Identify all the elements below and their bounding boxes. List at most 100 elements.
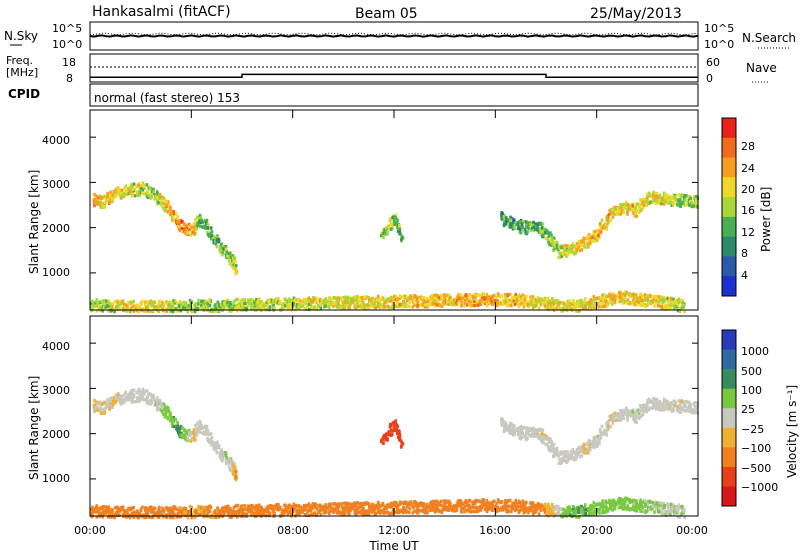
power-cell: [179, 309, 183, 313]
velocity-cell: [101, 515, 104, 519]
power-cell: [111, 193, 115, 197]
velocity-cell: [652, 396, 655, 401]
velocity-cell: [208, 515, 212, 519]
velocity-cell: [377, 507, 380, 511]
velocity-cell: [332, 510, 335, 514]
power-cell: [138, 193, 141, 197]
velocity-cell: [292, 502, 296, 506]
power-cell: [172, 307, 176, 311]
power-cell: [654, 191, 658, 196]
velocity-cell: [364, 509, 367, 513]
power-cell: [452, 301, 455, 306]
power-cell: [577, 301, 581, 306]
power-cell: [616, 292, 620, 297]
power-cell: [583, 245, 586, 249]
power-cell: [552, 300, 556, 304]
velocity-cell: [102, 511, 106, 516]
velocity-cell: [206, 508, 209, 512]
power-cell: [635, 296, 639, 301]
power-cell: [360, 295, 364, 300]
velocity-cell: [113, 506, 117, 510]
power-cell: [637, 300, 641, 305]
power-cell: [465, 293, 468, 298]
power-cell: [224, 253, 228, 257]
velocity-cell: [544, 434, 548, 438]
power-cell: [418, 297, 421, 301]
velocity-cell: [209, 437, 212, 442]
power-cell: [125, 189, 128, 193]
velocity-cell: [188, 431, 191, 435]
velocity-cell: [109, 396, 112, 400]
power-cell: [195, 305, 199, 309]
power-cell: [208, 303, 212, 308]
velocity-cell: [206, 512, 209, 516]
velocity-cell: [317, 510, 320, 514]
power-cell: [301, 302, 304, 306]
power-cell: [591, 235, 594, 239]
velocity-cell: [536, 505, 540, 509]
velocity-cell: [546, 505, 550, 509]
power-cell: [695, 201, 699, 205]
velocity-cell: [692, 402, 696, 406]
velocity-cell: [661, 405, 665, 410]
velocity-cell: [595, 439, 599, 443]
power-cell: [658, 300, 661, 304]
power-cell: [325, 300, 329, 304]
power-cell: [114, 193, 118, 197]
power-cell: [214, 309, 217, 314]
power-cell: [584, 306, 587, 310]
velocity-cell: [351, 506, 354, 511]
velocity-cell: [174, 417, 178, 422]
velocity-cell: [199, 508, 203, 512]
velocity-cell: [210, 440, 214, 444]
velocity-cell: [102, 505, 106, 509]
power-cell: [175, 301, 179, 305]
velocity-cell: [342, 506, 346, 510]
velocity-cell: [161, 506, 164, 510]
velocity-cell: [215, 512, 218, 516]
velocity-cell: [469, 506, 472, 510]
power-cell: [447, 302, 451, 306]
velocity-cell: [215, 451, 219, 455]
velocity-cell: [449, 501, 452, 506]
velocity-cell: [96, 406, 99, 410]
velocity-cell: [408, 503, 412, 507]
power-cell: [511, 301, 515, 305]
power-cell: [408, 297, 412, 301]
power-cell: [394, 215, 397, 220]
power-cell: [104, 305, 108, 309]
power-cell: [239, 299, 242, 303]
power-cell: [217, 238, 221, 242]
velocity-cell: [309, 507, 313, 512]
velocity-cell: [388, 505, 391, 509]
velocity-cell: [531, 501, 535, 505]
velocity-cell: [561, 457, 565, 461]
power-cell: [197, 302, 200, 306]
velocity-cell: [195, 511, 199, 515]
power-cell: [570, 249, 573, 254]
power-cell: [340, 306, 343, 310]
power-cell: [319, 302, 322, 306]
power-cell: [518, 294, 521, 299]
velocity-cell: [259, 509, 262, 514]
power-cell: [346, 298, 349, 302]
power-cell: [664, 304, 667, 308]
power-cell: [501, 212, 504, 216]
power-cell: [230, 309, 233, 313]
velocity-cell: [483, 507, 487, 511]
power-cell: [110, 305, 113, 309]
velocity-cell: [194, 437, 197, 442]
power-cell: [644, 200, 647, 204]
velocity-cell: [107, 505, 110, 509]
power-cell: [209, 299, 213, 303]
velocity-cell: [483, 503, 486, 508]
power-cell: [473, 299, 476, 304]
velocity-cell: [320, 505, 324, 509]
power-cell: [433, 298, 437, 303]
power-cell: [105, 299, 108, 303]
velocity-cell: [486, 501, 490, 505]
velocity-cell: [129, 396, 132, 400]
velocity-cell: [95, 400, 98, 404]
velocity-cell: [549, 445, 553, 449]
power-cell: [450, 299, 453, 303]
